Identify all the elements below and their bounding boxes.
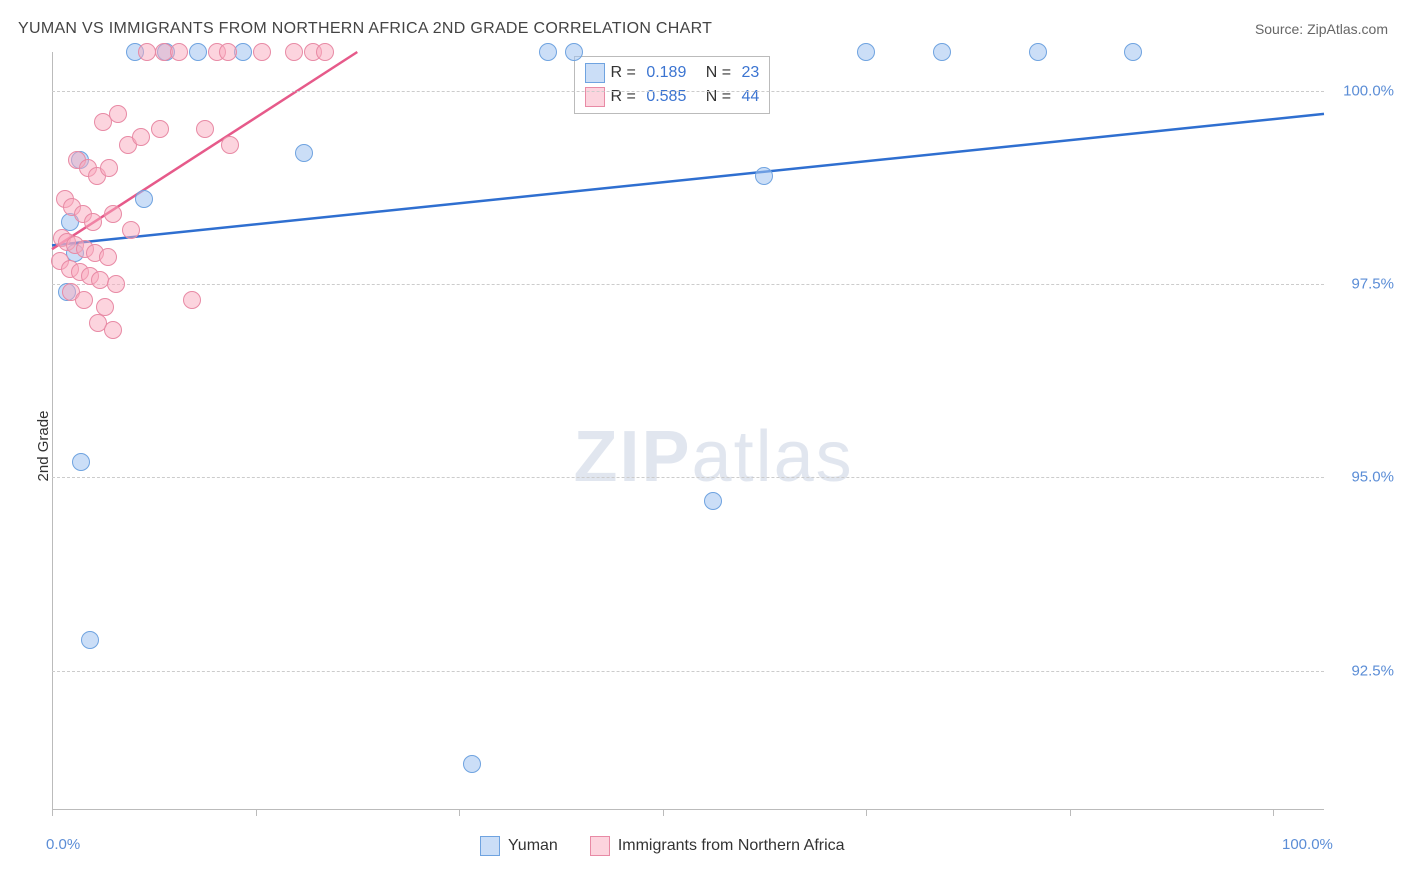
- data-point: [104, 321, 122, 339]
- grid-line-horizontal: [52, 671, 1324, 672]
- data-point: [1124, 43, 1142, 61]
- legend-swatch: [585, 63, 605, 83]
- data-point: [565, 43, 583, 61]
- legend-swatch: [590, 836, 610, 856]
- legend-swatch: [480, 836, 500, 856]
- y-axis-line: [52, 52, 53, 810]
- data-point: [81, 631, 99, 649]
- legend-row: R = 0.585 N = 44: [585, 85, 760, 109]
- y-tick-label: 100.0%: [1334, 82, 1394, 99]
- data-point: [189, 43, 207, 61]
- x-axis-min-label: 0.0%: [46, 836, 80, 853]
- data-point: [75, 291, 93, 309]
- trend-lines-overlay: [52, 52, 1324, 810]
- x-tick-mark: [866, 810, 867, 816]
- x-axis-max-label: 100.0%: [1282, 836, 1333, 853]
- grid-line-horizontal: [52, 284, 1324, 285]
- y-tick-label: 95.0%: [1334, 469, 1394, 486]
- data-point: [104, 205, 122, 223]
- legend-row: R = 0.189 N = 23: [585, 61, 760, 85]
- data-point: [183, 291, 201, 309]
- data-point: [253, 43, 271, 61]
- plot-area: ZIPatlas R = 0.189 N = 23 R = 0.585 N = …: [52, 52, 1324, 810]
- y-tick-label: 92.5%: [1334, 662, 1394, 679]
- data-point: [316, 43, 334, 61]
- data-point: [132, 128, 150, 146]
- data-point: [221, 136, 239, 154]
- series-legend: Yuman Immigrants from Northern Africa: [480, 836, 845, 856]
- data-point: [99, 248, 117, 266]
- data-point: [170, 43, 188, 61]
- legend-n-value: 23: [741, 64, 759, 82]
- trend-line: [52, 114, 1324, 245]
- data-point: [857, 43, 875, 61]
- data-point: [755, 167, 773, 185]
- data-point: [135, 190, 153, 208]
- chart-header: YUMAN VS IMMIGRANTS FROM NORTHERN AFRICA…: [18, 20, 1388, 38]
- watermark: ZIPatlas: [574, 416, 854, 498]
- x-tick-mark: [256, 810, 257, 816]
- legend-r-label: R =: [611, 64, 641, 82]
- data-point: [109, 105, 127, 123]
- data-point: [219, 43, 237, 61]
- data-point: [138, 43, 156, 61]
- data-point: [122, 221, 140, 239]
- grid-line-horizontal: [52, 91, 1324, 92]
- data-point: [100, 159, 118, 177]
- data-point: [295, 144, 313, 162]
- source-label: Source: ZipAtlas.com: [1255, 21, 1388, 37]
- x-axis-line: [52, 809, 1324, 810]
- data-point: [72, 453, 90, 471]
- data-point: [285, 43, 303, 61]
- correlation-legend: R = 0.189 N = 23 R = 0.585 N = 44: [574, 56, 771, 114]
- legend-series-name: Immigrants from Northern Africa: [618, 837, 845, 855]
- data-point: [1029, 43, 1047, 61]
- x-tick-mark: [1273, 810, 1274, 816]
- legend-series-name: Yuman: [508, 837, 558, 855]
- grid-line-horizontal: [52, 477, 1324, 478]
- legend-n-label: N =: [692, 64, 735, 82]
- x-tick-mark: [1070, 810, 1071, 816]
- chart-title: YUMAN VS IMMIGRANTS FROM NORTHERN AFRICA…: [18, 20, 712, 38]
- y-tick-label: 97.5%: [1334, 276, 1394, 293]
- data-point: [196, 120, 214, 138]
- data-point: [463, 755, 481, 773]
- data-point: [151, 120, 169, 138]
- x-tick-mark: [52, 810, 53, 816]
- y-axis-label: 2nd Grade: [35, 411, 52, 482]
- data-point: [704, 492, 722, 510]
- x-tick-mark: [663, 810, 664, 816]
- legend-r-value: 0.189: [646, 64, 686, 82]
- data-point: [933, 43, 951, 61]
- x-tick-mark: [459, 810, 460, 816]
- data-point: [107, 275, 125, 293]
- data-point: [84, 213, 102, 231]
- data-point: [539, 43, 557, 61]
